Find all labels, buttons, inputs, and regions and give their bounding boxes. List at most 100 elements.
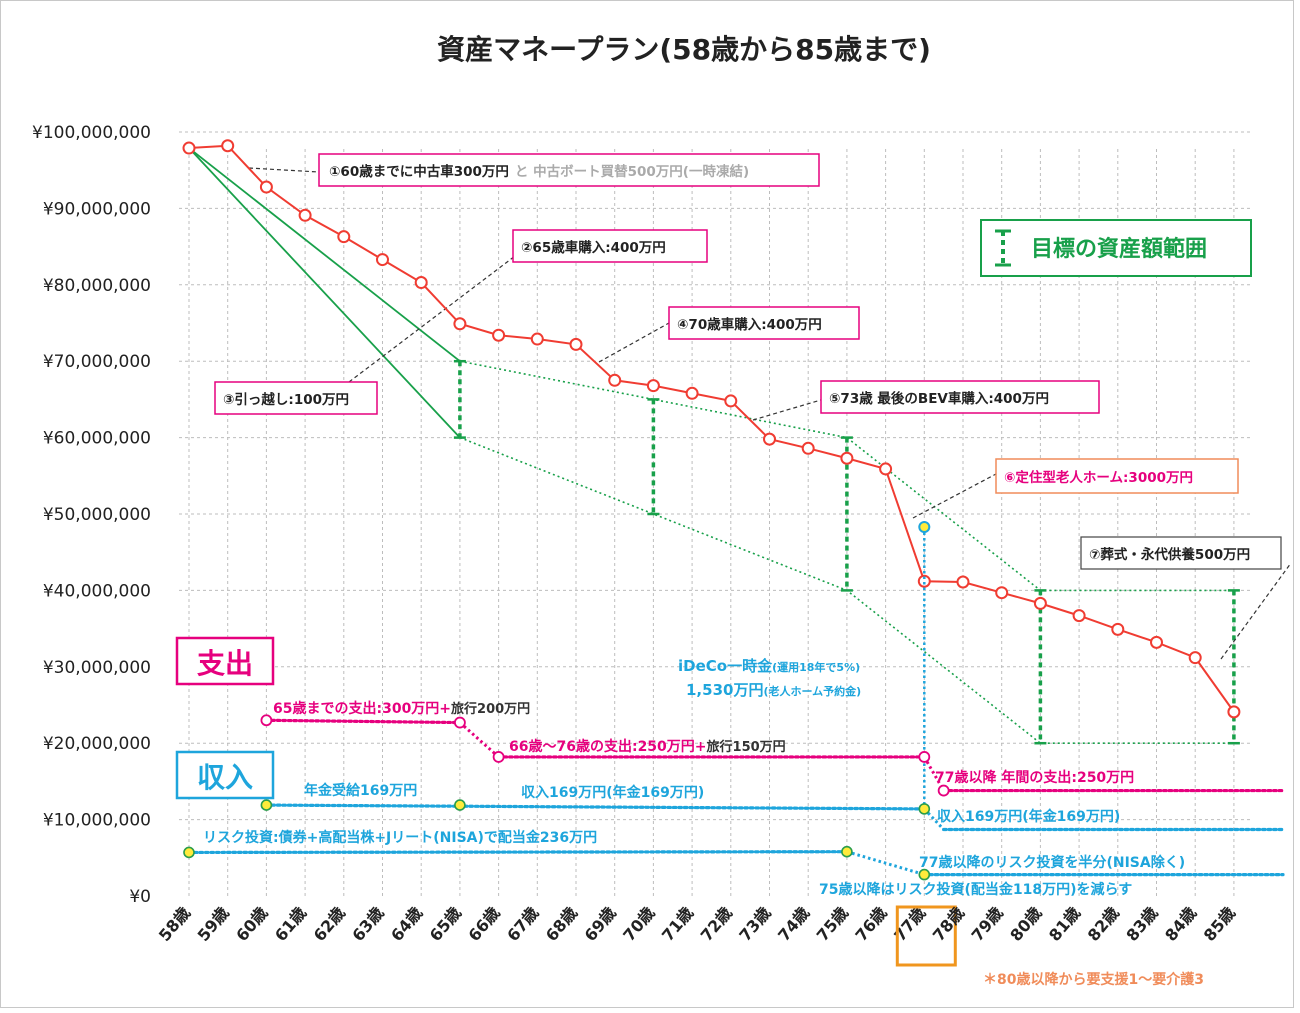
asset-point: [646, 379, 660, 393]
expense-point: [453, 716, 466, 729]
annotation-3-text: ③引っ越し:100万円: [223, 391, 349, 408]
y-tick-label: ¥0: [129, 887, 151, 907]
asset-point: [956, 575, 970, 589]
x-tick-label: 62歳: [310, 903, 349, 945]
asset-point: [1033, 596, 1047, 610]
asset-point: [763, 432, 776, 446]
income-point: [260, 799, 273, 811]
asset-line: [188, 144, 1235, 713]
target-lower-line: [188, 147, 461, 439]
asset-series: [182, 139, 1241, 719]
annotation-7: ⑦葬式・永代供養500万円: [1080, 536, 1282, 570]
x-tick-label: 66歳: [465, 903, 504, 945]
target-range: [188, 147, 1240, 745]
income-point: [183, 846, 195, 859]
y-tick-label: ¥90,000,000: [43, 199, 151, 219]
asset-point: [259, 180, 273, 194]
x-tick-label: 72歳: [697, 903, 736, 945]
asset-point: [995, 586, 1009, 600]
asset-point: [1111, 622, 1125, 636]
asset-point: [492, 328, 506, 342]
expense-point: [260, 714, 273, 727]
chart-title: 資産マネープラン(58歳から85歳まで): [437, 33, 931, 66]
legend: 目標の資産額範囲: [980, 219, 1252, 277]
cashflow-lines: [183, 520, 1285, 881]
x-tick-label: 83歳: [1122, 903, 1161, 945]
y-tick-label: ¥60,000,000: [43, 429, 151, 449]
x-axis: 58歳 59歳 60歳 61歳 62歳 63歳 64歳 65歳 66歳 67歳 68歳 69歳 70歳 7…: [155, 903, 1239, 967]
annotation-1-gray: と 中古ボート買替500万円(一時凍結): [515, 163, 749, 180]
asset-point: [608, 373, 622, 387]
annotation-3: ③引っ越し:100万円: [214, 381, 378, 415]
asset-point: [337, 230, 351, 244]
x-tick-highlight: [895, 905, 957, 967]
x-tick-label: 61歳: [271, 903, 310, 945]
expense-text-3: 77歳以降 年間の支出:250万円: [935, 769, 1134, 786]
expense-point: [937, 784, 950, 797]
x-tick-label: 69歳: [581, 903, 620, 945]
income-text-4: リスク投資:債券+高配当株+Jリート(NISA)で配当金236万円: [203, 829, 597, 846]
x-tick-label: 78歳: [929, 903, 968, 945]
asset-point: [414, 276, 428, 290]
annotation-leaders: [248, 167, 1292, 660]
income-text-5: 77歳以降のリスク投資を半分(NISA除く): [919, 854, 1185, 871]
asset-point: [453, 317, 467, 331]
y-tick-label: ¥20,000,000: [43, 734, 151, 754]
income-point: [918, 803, 931, 815]
annotation-4-text: ④70歳車購入:400万円: [677, 316, 822, 333]
income-text-6: 75歳以降はリスク投資(配当金118万円)を減らす: [819, 881, 1132, 898]
x-tick-label: 59歳: [194, 903, 233, 945]
x-tick-label: 80歳: [1006, 903, 1045, 945]
y-tick-label: ¥80,000,000: [43, 276, 151, 296]
expense-connector: [458, 721, 500, 759]
asset-point: [1072, 609, 1086, 623]
annotation-leader: [912, 473, 997, 519]
ideco-text-1: iDeCo一時金(運用18年で5%): [678, 657, 860, 675]
legend-label: 目標の資産額範囲: [1031, 236, 1207, 262]
annotation-5-text: ⑤73歳 最後のBEV車購入:400万円: [829, 390, 1049, 407]
expense-label: 支出: [175, 636, 275, 686]
annotation-1: ①60歳までに中古車300万円と 中古ボート買替500万円(一時凍結): [318, 153, 820, 187]
expense-connector: [922, 756, 945, 792]
x-tick-label: 65歳: [426, 903, 465, 945]
ideco-point: [918, 520, 931, 533]
asset-point: [530, 332, 544, 346]
annotation-2: ②65歳車購入:400万円: [512, 229, 708, 263]
y-tick-label: ¥100,000,000: [32, 123, 151, 143]
asset-point: [569, 337, 583, 351]
x-tick-label: 64歳: [387, 903, 426, 945]
annotation-5: ⑤73歳 最後のBEV車購入:400万円: [820, 380, 1100, 414]
income-point: [841, 845, 853, 858]
asset-point: [1227, 705, 1241, 719]
annotation-leader: [752, 396, 832, 421]
x-tick-label: 67歳: [503, 903, 542, 945]
annotation-6-text: ⑥定住型老人ホーム:3000万円: [1004, 469, 1193, 486]
y-axis: ¥0 ¥10,000,000 ¥20,000,000 ¥30,000,000 ¥40,0…: [32, 123, 151, 907]
y-tick-label: ¥70,000,000: [43, 352, 151, 372]
income-point: [454, 799, 466, 811]
asset-point: [182, 141, 196, 155]
income-label: 収入: [175, 750, 275, 800]
income-text-2: 収入169万円(年金169万円): [521, 784, 704, 801]
asset-point: [376, 253, 389, 267]
x-tick-label: 73歳: [735, 903, 774, 945]
asset-point: [917, 574, 931, 588]
asset-point: [221, 139, 235, 153]
income-connector: [846, 850, 925, 877]
x-tick-label: 60歳: [232, 903, 271, 945]
annotation-1-text: ①60歳までに中古車300万円: [329, 163, 509, 180]
expense-label-text: 支出: [197, 647, 253, 680]
y-tick-label: ¥40,000,000: [43, 581, 151, 601]
expense-point: [492, 751, 505, 763]
x-tick-label: 58歳: [155, 903, 194, 945]
target-upper-line: [188, 147, 461, 362]
y-tick-label: ¥50,000,000: [43, 505, 151, 525]
annotation-leader: [248, 167, 320, 173]
annotation-6: ⑥定住型老人ホーム:3000万円: [995, 458, 1239, 494]
x-tick-label: 76歳: [852, 903, 891, 945]
y-tick-label: ¥30,000,000: [43, 658, 151, 678]
income-label-text: 収入: [197, 761, 253, 794]
